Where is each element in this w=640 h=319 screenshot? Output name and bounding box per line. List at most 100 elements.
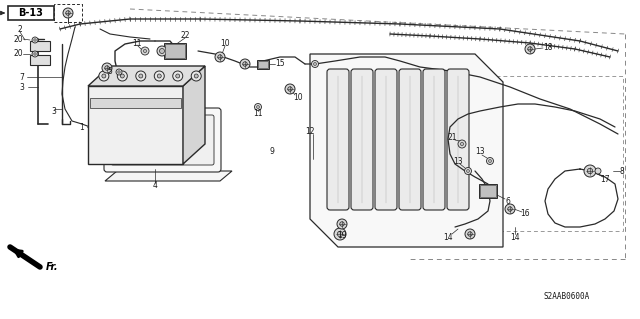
FancyBboxPatch shape: [447, 69, 469, 210]
Bar: [480, 185, 496, 197]
Circle shape: [34, 39, 36, 41]
Circle shape: [143, 49, 147, 53]
FancyBboxPatch shape: [111, 115, 214, 165]
Polygon shape: [88, 66, 205, 86]
Circle shape: [117, 71, 127, 81]
Circle shape: [118, 71, 120, 73]
Circle shape: [468, 232, 472, 236]
Text: 14: 14: [443, 233, 453, 241]
Circle shape: [157, 46, 167, 56]
FancyBboxPatch shape: [423, 69, 445, 210]
Text: B-13: B-13: [19, 8, 44, 18]
Circle shape: [139, 74, 143, 78]
Circle shape: [465, 167, 472, 174]
Text: 3: 3: [52, 107, 56, 115]
Circle shape: [154, 71, 164, 81]
Bar: [257, 60, 269, 69]
FancyBboxPatch shape: [327, 69, 349, 210]
Circle shape: [99, 71, 109, 81]
Circle shape: [191, 71, 201, 81]
Polygon shape: [105, 171, 232, 181]
Text: S2AAB0600A: S2AAB0600A: [544, 292, 590, 301]
Circle shape: [340, 222, 344, 226]
Text: 10: 10: [293, 93, 303, 102]
Text: 19: 19: [337, 231, 347, 240]
FancyBboxPatch shape: [104, 108, 221, 172]
Text: 7: 7: [20, 72, 24, 81]
Circle shape: [136, 71, 146, 81]
Circle shape: [32, 51, 38, 57]
Bar: [258, 61, 268, 68]
Circle shape: [588, 168, 593, 174]
Polygon shape: [88, 86, 183, 164]
Text: 10: 10: [220, 39, 230, 48]
Circle shape: [32, 37, 38, 43]
Circle shape: [337, 219, 347, 229]
Text: 8: 8: [620, 167, 625, 175]
FancyBboxPatch shape: [351, 69, 373, 210]
Circle shape: [102, 63, 112, 73]
Circle shape: [337, 231, 342, 237]
Circle shape: [508, 207, 512, 211]
Circle shape: [458, 140, 466, 148]
Text: Fr.: Fr.: [46, 262, 59, 272]
Text: 2: 2: [18, 25, 22, 33]
Polygon shape: [310, 54, 503, 247]
Text: 9: 9: [269, 146, 275, 155]
Circle shape: [525, 44, 535, 54]
Circle shape: [143, 139, 147, 143]
Circle shape: [243, 62, 247, 66]
Circle shape: [334, 228, 346, 240]
Circle shape: [63, 8, 73, 18]
Circle shape: [584, 165, 596, 177]
Circle shape: [460, 142, 463, 145]
Circle shape: [173, 71, 183, 81]
Text: 22: 22: [180, 32, 189, 41]
Circle shape: [255, 103, 262, 110]
Polygon shape: [30, 55, 50, 65]
Bar: [8, 6, 54, 20]
Text: 13: 13: [453, 157, 463, 166]
Circle shape: [528, 47, 532, 51]
Circle shape: [120, 74, 124, 78]
Circle shape: [116, 69, 122, 75]
FancyBboxPatch shape: [375, 69, 397, 210]
Text: 11: 11: [132, 39, 141, 48]
Circle shape: [486, 158, 493, 165]
Circle shape: [240, 59, 250, 69]
Circle shape: [467, 170, 469, 172]
FancyBboxPatch shape: [399, 69, 421, 210]
Circle shape: [215, 52, 225, 62]
Circle shape: [595, 168, 601, 174]
Bar: [165, 44, 185, 58]
Circle shape: [176, 74, 180, 78]
Polygon shape: [183, 66, 205, 164]
Bar: [164, 43, 186, 59]
Circle shape: [159, 48, 164, 54]
Text: 17: 17: [600, 174, 610, 183]
Text: 14: 14: [510, 233, 520, 241]
Text: 12: 12: [305, 127, 315, 136]
Text: 20: 20: [13, 34, 23, 43]
Bar: [54, 4, 82, 22]
Circle shape: [488, 160, 492, 162]
Circle shape: [105, 66, 109, 70]
Circle shape: [288, 87, 292, 91]
Text: 1: 1: [79, 122, 84, 131]
Circle shape: [141, 47, 149, 55]
Circle shape: [66, 11, 70, 15]
Text: 20: 20: [13, 49, 23, 58]
Text: 4: 4: [152, 182, 157, 190]
Circle shape: [505, 204, 515, 214]
Bar: [90, 98, 181, 108]
Text: 13: 13: [475, 147, 485, 157]
Text: 11: 11: [253, 109, 263, 118]
Bar: [479, 184, 497, 198]
Text: 5: 5: [108, 66, 113, 76]
Text: 15: 15: [275, 60, 285, 69]
Text: 18: 18: [543, 42, 553, 51]
Circle shape: [178, 132, 182, 136]
Text: 21: 21: [447, 132, 457, 142]
Polygon shape: [30, 41, 50, 51]
Circle shape: [465, 229, 475, 239]
